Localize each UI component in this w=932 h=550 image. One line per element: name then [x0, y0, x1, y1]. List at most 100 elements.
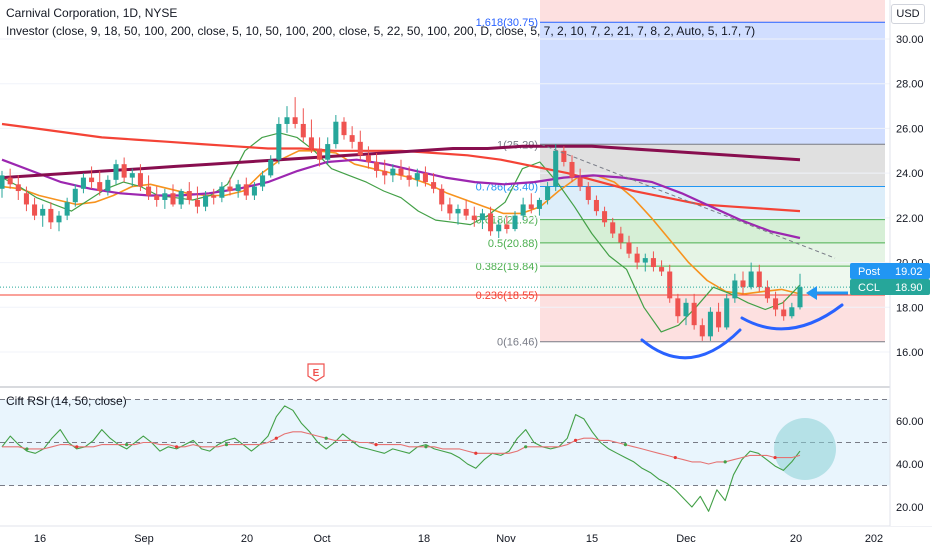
rsi-signal-dot: [274, 436, 278, 440]
candle-body: [610, 222, 616, 234]
candle: [219, 182, 225, 203]
candle-body: [349, 135, 355, 142]
candle: [137, 164, 143, 192]
moving-average-maroon: [1, 144, 801, 180]
candle-body: [512, 215, 518, 230]
candle: [97, 170, 103, 196]
candle: [439, 184, 445, 212]
earnings-marker-shape: [307, 363, 325, 382]
handle-arc: [740, 303, 844, 331]
candle-body: [756, 271, 762, 288]
candle-body: [97, 182, 103, 192]
fib-level-label: 0.382(19.84): [476, 261, 538, 273]
candle: [227, 177, 233, 196]
candle-body: [32, 204, 38, 216]
candle-body: [121, 164, 127, 178]
candle: [732, 273, 738, 303]
cup-arc: [640, 328, 742, 360]
candle: [80, 173, 86, 194]
candle: [154, 186, 160, 207]
rsi-panel: [0, 399, 890, 512]
candle: [471, 206, 477, 227]
rsi-signal-dot: [773, 455, 777, 460]
post-tag-label: Post: [858, 266, 880, 278]
rsi-signal-dot: [374, 443, 378, 447]
candle: [398, 159, 404, 180]
candle: [72, 184, 78, 207]
price-tick-label: 24.00: [896, 168, 924, 180]
candle: [194, 186, 200, 214]
candle-body: [447, 204, 453, 214]
candle-body: [699, 325, 705, 337]
candle-body: [748, 271, 754, 288]
candle: [488, 206, 494, 236]
candle: [308, 119, 314, 154]
candle-body: [602, 211, 608, 223]
candle-body: [463, 208, 469, 216]
candle: [292, 97, 298, 129]
candle: [740, 271, 746, 294]
candle: [577, 168, 583, 192]
candle-body: [642, 258, 648, 263]
candle: [178, 188, 184, 209]
candle-body: [479, 213, 485, 221]
candle-body: [626, 242, 632, 254]
candle-body: [650, 258, 656, 268]
currency-button[interactable]: USD: [891, 4, 925, 24]
ccl-tag-label: CCL: [858, 282, 880, 294]
candle: [251, 182, 257, 200]
fib-level-label: 0.236(18.55): [476, 290, 538, 302]
candle-body: [235, 184, 241, 192]
time-tick-label: 202: [865, 533, 883, 545]
candle: [203, 191, 209, 212]
rsi-signal-dot: [623, 443, 628, 447]
candle-body: [488, 213, 494, 232]
candle: [32, 197, 38, 221]
candle: [422, 166, 428, 187]
candle: [374, 153, 380, 178]
candle-body: [333, 121, 339, 145]
candle: [15, 175, 21, 200]
candle: [7, 168, 13, 189]
candle: [724, 293, 730, 330]
candle: [382, 159, 388, 185]
candle-body: [691, 302, 697, 326]
rsi-signal-dot: [75, 445, 79, 449]
rsi-panel-label: Cift RSI (14, 50; close): [6, 394, 127, 408]
candle-body: [520, 204, 526, 216]
post-tag-value: 19.02: [895, 266, 923, 278]
candle: [406, 166, 412, 187]
candle-body: [471, 215, 477, 221]
candle: [455, 204, 461, 225]
candle-body: [162, 193, 168, 200]
candle-body: [113, 164, 119, 180]
price-tick-label: 28.00: [896, 79, 924, 91]
candle-body: [80, 177, 86, 189]
candle: [170, 184, 176, 207]
candle-body: [137, 173, 143, 187]
fib-level-label: 0.786(23.40): [476, 182, 538, 194]
candle-body: [732, 280, 738, 299]
grid-lines: [0, 38, 890, 353]
candle-body: [740, 280, 746, 288]
candle: [520, 197, 526, 221]
candle-body: [431, 182, 437, 189]
candle-body: [390, 168, 396, 176]
candle: [773, 291, 779, 317]
candle-body: [561, 150, 567, 162]
candle: [797, 273, 803, 310]
candlesticks[interactable]: [0, 97, 803, 341]
candle-body: [292, 117, 298, 124]
moving-average-green: [1, 132, 801, 333]
candle: [479, 208, 485, 230]
arrow-head-icon: [806, 286, 817, 300]
post-price-tag: [850, 263, 930, 279]
candle-body: [536, 199, 542, 209]
time-tick-label: Oct: [313, 533, 330, 545]
candle: [40, 204, 46, 227]
candle: [707, 307, 713, 341]
candle-body: [89, 177, 95, 183]
dashed-trendline: [540, 143, 836, 259]
rsi-signal-dot: [324, 436, 328, 440]
